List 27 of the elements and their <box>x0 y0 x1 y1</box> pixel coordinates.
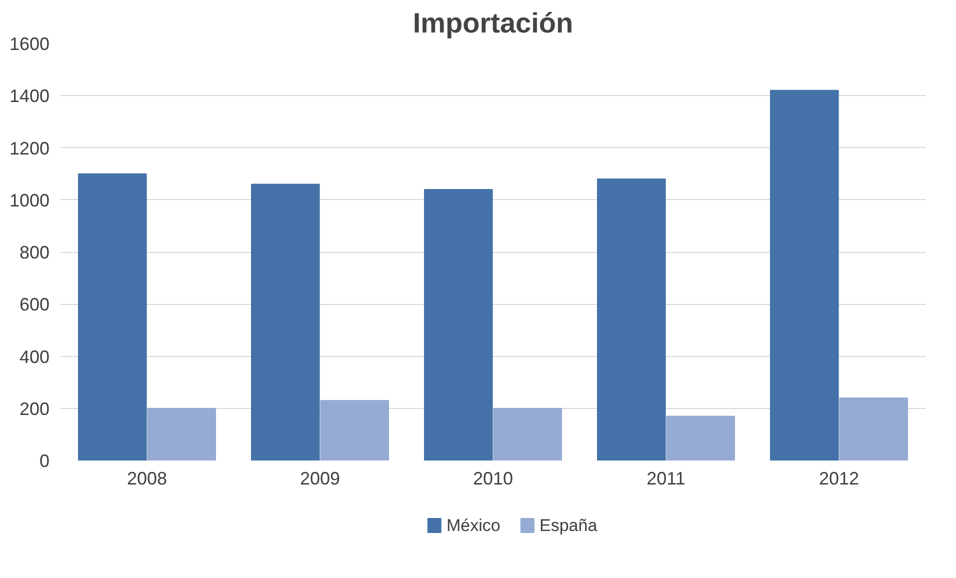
x-tick-label: 2012 <box>818 468 860 488</box>
bar <box>320 400 390 460</box>
chart-title: Importación <box>412 8 574 38</box>
bar <box>493 408 562 460</box>
bar <box>147 408 216 460</box>
bar <box>78 173 147 460</box>
legend-label: México <box>446 516 500 535</box>
bar <box>770 90 839 460</box>
x-tick-label: 2009 <box>300 468 340 488</box>
y-tick-label: 800 <box>19 242 50 262</box>
y-tick-label: 600 <box>19 294 50 315</box>
y-tick-label: 1400 <box>9 86 50 106</box>
x-tick-label: 2011 <box>646 468 686 488</box>
legend-label: España <box>540 516 598 535</box>
y-tick-label: 400 <box>19 346 50 367</box>
y-tick-label: 1600 <box>9 34 50 54</box>
y-tick-label: 1200 <box>9 138 50 158</box>
bar <box>250 184 320 460</box>
bar <box>424 188 493 460</box>
x-tick-label: 2008 <box>126 468 168 488</box>
bar <box>839 397 908 460</box>
y-tick-label: 200 <box>19 398 50 419</box>
bar <box>666 416 736 460</box>
bar <box>596 178 666 460</box>
y-tick-label: 0 <box>39 451 50 471</box>
x-tick-label: 2010 <box>472 468 514 488</box>
y-tick-label: 1000 <box>9 190 50 210</box>
